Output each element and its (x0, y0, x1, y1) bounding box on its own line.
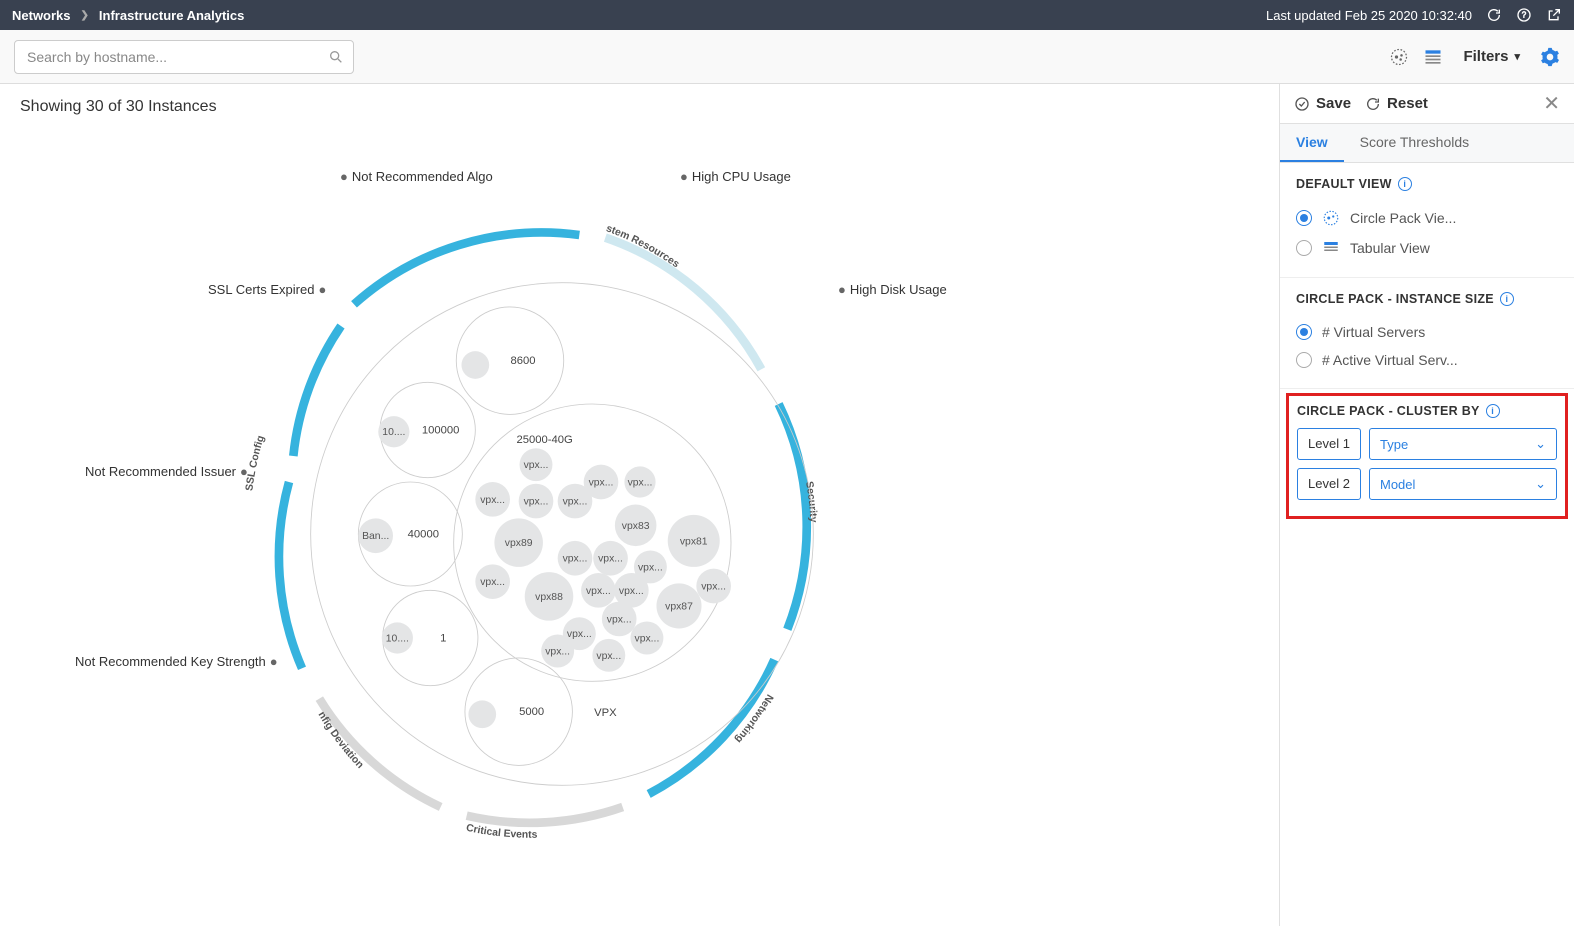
showing-count: Showing 30 of 30 Instances (20, 98, 1259, 116)
help-icon[interactable]: ? (1516, 7, 1532, 23)
tab-view[interactable]: View (1280, 124, 1344, 162)
info-icon[interactable]: i (1500, 292, 1514, 306)
toolbar: Filters ▾ (0, 30, 1574, 84)
save-button[interactable]: Save (1294, 95, 1351, 112)
circle-pack-svg: System Resources Security Networking Cri… (120, 144, 900, 924)
svg-text:10....: 10.... (386, 633, 409, 644)
svg-text:5000: 5000 (519, 706, 544, 718)
arc-label: ●Not Recommended Algo (340, 169, 493, 184)
svg-text:vpx87: vpx87 (665, 601, 693, 612)
svg-text:8600: 8600 (510, 355, 535, 367)
svg-text:vpx...: vpx... (619, 586, 644, 597)
svg-text:100000: 100000 (422, 424, 460, 436)
arc-label: Not Recommended Issuer● (85, 464, 252, 479)
arc-label: Not Recommended Key Strength● (75, 654, 282, 669)
svg-text:?: ? (1522, 11, 1527, 20)
section-default-view: DEFAULT VIEWi Circle Pack Vie... Tabular… (1280, 163, 1574, 278)
svg-text:vpx...: vpx... (589, 477, 614, 488)
svg-text:vpx89: vpx89 (505, 538, 533, 549)
circle-pack-icon (1322, 209, 1340, 227)
svg-text:vpx...: vpx... (598, 554, 623, 565)
chevron-down-icon: ⌄ (1535, 436, 1546, 452)
svg-text:1: 1 (440, 632, 446, 644)
search-input[interactable] (14, 40, 354, 74)
svg-text:vpx...: vpx... (480, 577, 505, 588)
svg-text:vpx...: vpx... (563, 554, 588, 565)
arc-label: SSL Certs Expired● (208, 282, 330, 297)
level-1-select[interactable]: Type⌄ (1369, 428, 1557, 460)
level-1-label: Level 1 (1297, 428, 1361, 460)
breadcrumb-page: Infrastructure Analytics (99, 8, 244, 23)
svg-text:25000-40G: 25000-40G (517, 434, 573, 446)
gear-icon[interactable] (1540, 47, 1560, 67)
level-2-label: Level 2 (1297, 468, 1361, 500)
arc-label: ●High CPU Usage (680, 169, 791, 184)
info-icon[interactable]: i (1486, 404, 1500, 418)
arc-label: ●High Disk Usage (838, 282, 947, 297)
svg-text:vpx...: vpx... (480, 495, 505, 506)
table-view-icon[interactable] (1423, 47, 1443, 67)
breadcrumb: Networks ❯ Infrastructure Analytics (12, 8, 244, 23)
filters-toggle[interactable]: Filters ▾ (1463, 48, 1520, 65)
svg-text:vpx...: vpx... (628, 477, 653, 488)
svg-text:vpx...: vpx... (567, 629, 592, 640)
search-box (14, 40, 354, 74)
level-2-select[interactable]: Model⌄ (1369, 468, 1557, 500)
radio-tabular-view[interactable]: Tabular View (1296, 233, 1558, 263)
check-icon (1294, 96, 1310, 112)
radio-circle-pack-view[interactable]: Circle Pack Vie... (1296, 203, 1558, 233)
svg-text:SSL Config: SSL Config (244, 434, 267, 491)
svg-text:vpx...: vpx... (524, 460, 549, 471)
svg-text:vpx...: vpx... (635, 633, 660, 644)
circle-pack-chart[interactable]: ●Not Recommended Algo ●High CPU Usage SS… (120, 144, 900, 924)
radio-active-virtual-servers[interactable]: # Active Virtual Serv... (1296, 346, 1558, 374)
svg-text:Ban...: Ban... (362, 531, 389, 542)
svg-text:vpx83: vpx83 (622, 521, 650, 532)
section-cluster-by-highlighted: CIRCLE PACK - CLUSTER BYi Level 1 Type⌄ … (1286, 393, 1568, 519)
chevron-down-icon: ⌄ (1535, 476, 1546, 492)
svg-text:vpx...: vpx... (524, 497, 549, 508)
close-icon[interactable]: ✕ (1543, 91, 1560, 116)
svg-text:40000: 40000 (408, 528, 439, 540)
tab-score-thresholds[interactable]: Score Thresholds (1344, 124, 1485, 162)
svg-text:VPX: VPX (594, 707, 617, 719)
svg-text:vpx...: vpx... (545, 646, 570, 657)
svg-text:vpx81: vpx81 (680, 536, 708, 547)
settings-panel: Save Reset ✕ View Score Thresholds DEFAU… (1279, 84, 1574, 926)
external-link-icon[interactable] (1546, 7, 1562, 23)
svg-text:System Resources: System Resources (120, 171, 681, 271)
visualization-area: Showing 30 of 30 Instances ●Not Recommen… (0, 84, 1279, 926)
section-instance-size: CIRCLE PACK - INSTANCE SIZEi # Virtual S… (1280, 278, 1574, 389)
svg-text:vpx88: vpx88 (535, 592, 563, 603)
svg-text:vpx...: vpx... (607, 614, 632, 625)
circle-pack-view-icon[interactable] (1389, 47, 1409, 67)
svg-text:10....: 10.... (382, 427, 405, 438)
reset-button[interactable]: Reset (1365, 95, 1428, 112)
last-updated: Last updated Feb 25 2020 10:32:40 (1266, 8, 1472, 23)
svg-text:vpx...: vpx... (596, 651, 621, 662)
breadcrumb-root[interactable]: Networks (12, 8, 71, 23)
refresh-icon[interactable] (1486, 7, 1502, 23)
svg-text:vpx...: vpx... (638, 562, 663, 573)
reset-icon (1365, 96, 1381, 112)
info-icon[interactable]: i (1398, 177, 1412, 191)
table-icon (1322, 239, 1340, 257)
radio-virtual-servers[interactable]: # Virtual Servers (1296, 318, 1558, 346)
search-icon (328, 49, 344, 65)
svg-text:vpx...: vpx... (586, 586, 611, 597)
top-bar: Networks ❯ Infrastructure Analytics Last… (0, 0, 1574, 30)
svg-text:vpx...: vpx... (701, 581, 726, 592)
svg-text:vpx...: vpx... (563, 497, 588, 508)
chevron-right-icon: ❯ (81, 10, 89, 21)
chevron-down-icon: ▾ (1514, 50, 1520, 63)
